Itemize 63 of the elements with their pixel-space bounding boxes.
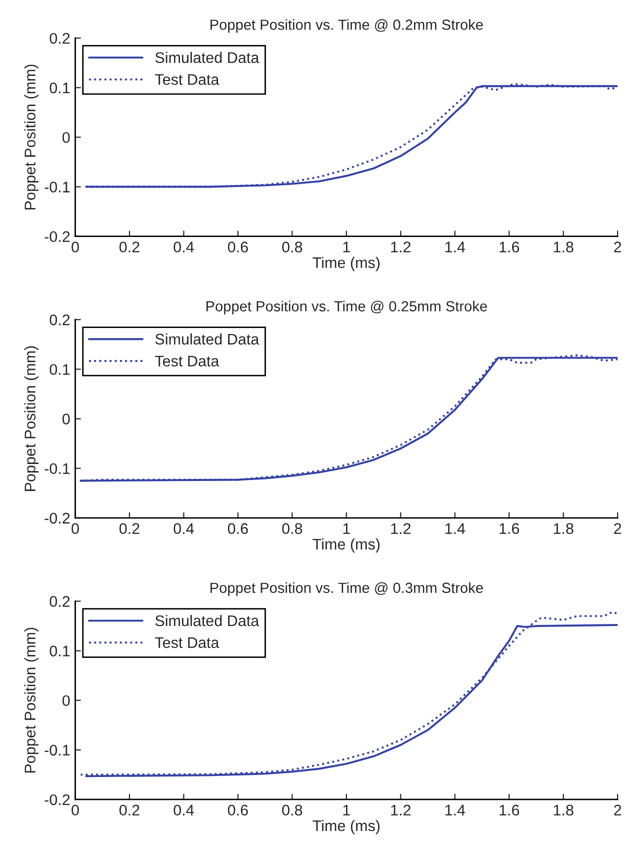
y-tick-label: -0.1 bbox=[44, 182, 70, 192]
x-tick-label: 0.6 bbox=[228, 523, 248, 534]
y-tick-label: 0.1 bbox=[50, 364, 70, 375]
legend-label: Test Data bbox=[155, 356, 220, 366]
x-tick-label: 0.6 bbox=[228, 804, 248, 816]
x-tick-label: 1.4 bbox=[445, 242, 466, 252]
x-tick-label: 0 bbox=[72, 804, 79, 816]
x-tick-label: 1.8 bbox=[554, 242, 574, 252]
x-tick-label: 0 bbox=[72, 242, 79, 252]
x-tick-label: 0.2 bbox=[119, 523, 140, 534]
x-tick-label: 0.8 bbox=[282, 804, 302, 816]
legend-label: Test Data bbox=[155, 74, 220, 85]
x-tick-label: 1.4 bbox=[445, 523, 466, 534]
y-tick-label: 0 bbox=[62, 695, 70, 706]
y-tick-label: 0.2 bbox=[50, 32, 70, 44]
x-tick-label: 1 bbox=[343, 804, 350, 816]
x-tick-label: 0.4 bbox=[174, 523, 194, 534]
x-tick-label: 0.2 bbox=[119, 804, 140, 816]
x-tick-label: 1.4 bbox=[445, 804, 466, 816]
x-tick-label: 1.6 bbox=[500, 242, 520, 252]
x-tick-label: 0.8 bbox=[282, 242, 302, 252]
x-tick-label: 0.6 bbox=[228, 242, 248, 252]
legend-label: Simulated Data bbox=[155, 333, 260, 345]
x-tick-label: 1.2 bbox=[391, 804, 411, 816]
x-tick-label: 2 bbox=[614, 242, 622, 252]
y-tick-label: 0.1 bbox=[50, 82, 70, 94]
legend-label: Simulated Data bbox=[155, 614, 260, 626]
y-tick-label: -0.1 bbox=[44, 744, 70, 756]
x-tick-label: 1.2 bbox=[391, 523, 411, 534]
x-axis-title: Time (ms) bbox=[312, 256, 380, 272]
x-tick-label: 0.8 bbox=[282, 523, 302, 534]
x-tick-label: 1.8 bbox=[554, 804, 574, 816]
x-tick-label: 1.6 bbox=[500, 523, 520, 534]
x-tick-label: 2 bbox=[614, 523, 622, 534]
y-tick-label: 0.1 bbox=[50, 646, 70, 656]
y-tick-label: 0 bbox=[62, 132, 70, 143]
x-tick-label: 1.2 bbox=[391, 242, 411, 252]
y-axis-title: Poppet Position (mm) bbox=[24, 628, 38, 773]
x-tick-label: 1 bbox=[343, 242, 350, 252]
y-tick-label: 0 bbox=[62, 414, 70, 424]
x-axis-title: Time (ms) bbox=[312, 820, 380, 834]
y-tick-label: 0.2 bbox=[50, 314, 70, 326]
y-tick-label: -0.1 bbox=[44, 463, 70, 474]
x-tick-label: 0 bbox=[72, 523, 79, 534]
x-tick-label: 0.4 bbox=[174, 804, 194, 816]
y-axis-title: Poppet Position (mm) bbox=[24, 64, 38, 210]
x-tick-label: 1 bbox=[343, 523, 350, 534]
x-tick-label: 0.2 bbox=[119, 242, 140, 252]
x-axis-title: Time (ms) bbox=[312, 538, 380, 553]
legend-label: Test Data bbox=[155, 637, 220, 648]
legend-label: Simulated Data bbox=[155, 52, 260, 64]
chart-title: Poppet Position vs. Time @ 0.25mm Stroke bbox=[206, 300, 487, 314]
chart-title: Poppet Position vs. Time @ 0.2mm Stroke bbox=[210, 19, 483, 33]
x-tick-label: 1.6 bbox=[500, 804, 520, 816]
x-tick-label: 2 bbox=[614, 804, 622, 816]
chart-title: Poppet Position vs. Time @ 0.3mm Stroke bbox=[210, 582, 483, 596]
y-tick-label: -0.2 bbox=[44, 512, 70, 524]
y-tick-label: -0.2 bbox=[44, 231, 70, 242]
y-tick-label: -0.2 bbox=[44, 794, 70, 806]
x-tick-label: 0.4 bbox=[174, 242, 194, 252]
y-tick-label: 0.2 bbox=[50, 596, 70, 607]
x-tick-label: 1.8 bbox=[554, 523, 574, 534]
y-axis-title: Poppet Position (mm) bbox=[24, 346, 38, 491]
